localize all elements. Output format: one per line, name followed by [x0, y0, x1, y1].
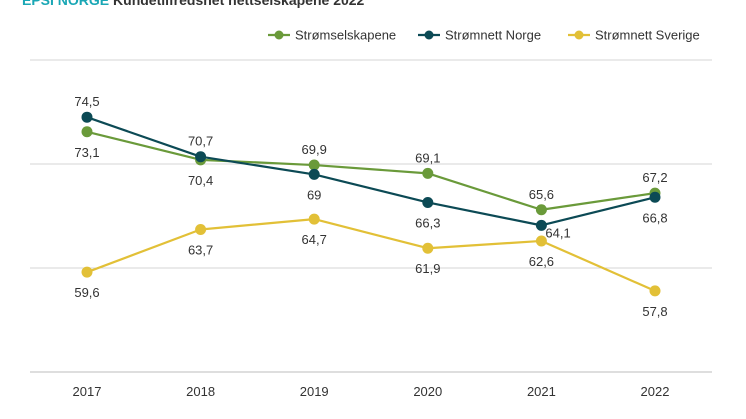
point-stromnett-sverige-2017	[81, 266, 93, 278]
point-stromnett-norge-2017	[81, 111, 93, 123]
point-stromselskapene-2021	[535, 204, 547, 216]
label-stromnett-sverige-2021: 62,6	[529, 254, 554, 269]
legend: Strømselskapene Strømnett Norge Strømnett …	[268, 28, 700, 43]
point-stromnett-sverige-2020	[422, 242, 434, 254]
x-tick-2021: 2021	[527, 384, 556, 399]
label-stromselskapene-2019: 69,9	[302, 142, 327, 157]
point-stromnett-norge-2020	[422, 196, 434, 208]
legend-marker-stromselskapene	[274, 30, 284, 40]
legend-item-stromnett-norge: Strømnett Norge	[418, 28, 541, 43]
label-stromnett-norge-2017: 74,5	[74, 94, 99, 109]
label-stromnett-norge-2018: 70,7	[188, 134, 213, 149]
line-stromnett-norge	[86, 116, 656, 227]
label-stromnett-norge-2019: 69	[307, 187, 321, 202]
chart-title: EPSI NORGE Kundetilfredshet nettselskape…	[22, 0, 364, 8]
legend-item-stromselskapene: Strømselskapene	[268, 28, 396, 43]
label-stromnett-sverige-2019: 64,7	[302, 232, 327, 247]
label-stromnett-sverige-2020: 61,9	[415, 261, 440, 276]
legend-marker-stromnett-sverige	[574, 30, 584, 40]
label-stromselskapene-2018: 70,4	[188, 173, 213, 188]
series-lines	[86, 116, 656, 292]
legend-label-stromnett-norge: Strømnett Norge	[445, 28, 541, 43]
point-stromnett-norge-2018	[195, 151, 207, 163]
label-stromnett-norge-2022: 66,8	[642, 210, 667, 225]
gridlines	[30, 59, 712, 373]
label-stromnett-norge-2021: 64,1	[545, 225, 570, 240]
brand-label: EPSI NORGE	[22, 0, 110, 8]
point-stromselskapene-2020	[422, 167, 434, 179]
x-tick-2019: 2019	[300, 384, 329, 399]
legend-marker-stromnett-norge	[424, 30, 434, 40]
data-labels: 73,1 70,4 69,9 69,1 65,6 67,2 74,5 70,7 69 66,3 64…	[74, 94, 667, 319]
label-stromnett-sverige-2017: 59,6	[74, 285, 99, 300]
data-points	[81, 111, 661, 297]
label-stromnett-norge-2020: 66,3	[415, 215, 440, 230]
point-stromselskapene-2019	[308, 159, 320, 171]
label-stromnett-sverige-2022: 57,8	[642, 304, 667, 319]
legend-label-stromselskapene: Strømselskapene	[295, 28, 396, 43]
line-stromselskapene	[86, 130, 656, 211]
point-stromnett-norge-2019	[308, 168, 320, 180]
point-stromselskapene-2017	[81, 126, 93, 138]
x-tick-2017: 2017	[73, 384, 102, 399]
title-text: Kundetilfredshet nettselskapene 2022	[113, 0, 365, 8]
point-stromnett-norge-2021	[535, 219, 547, 231]
label-stromselskapene-2021: 65,6	[529, 187, 554, 202]
label-stromselskapene-2017: 73,1	[74, 145, 99, 160]
point-stromnett-sverige-2021	[535, 235, 547, 247]
point-stromnett-sverige-2022	[649, 285, 661, 297]
x-tick-2020: 2020	[413, 384, 442, 399]
label-stromselskapene-2020: 69,1	[415, 150, 440, 165]
label-stromselskapene-2022: 67,2	[642, 170, 667, 185]
point-stromnett-sverige-2019	[308, 213, 320, 225]
label-stromnett-sverige-2018: 63,7	[188, 243, 213, 258]
x-tick-2018: 2018	[186, 384, 215, 399]
x-axis-ticks: 2017 2018 2019 2020 2021 2022	[73, 384, 670, 399]
point-stromnett-norge-2022	[649, 191, 661, 203]
line-stromnett-sverige	[86, 218, 656, 292]
legend-item-stromnett-sverige: Strømnett Sverige	[568, 28, 700, 43]
legend-label-stromnett-sverige: Strømnett Sverige	[595, 28, 700, 43]
point-stromnett-sverige-2018	[195, 224, 207, 236]
x-tick-2022: 2022	[641, 384, 670, 399]
